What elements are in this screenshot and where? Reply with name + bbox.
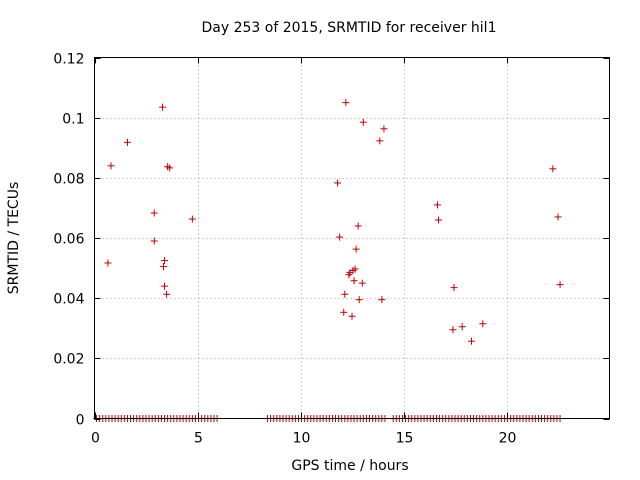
y-tick-label: 0.1 bbox=[62, 112, 84, 128]
y-tick-label: 0.02 bbox=[53, 352, 84, 368]
data-point bbox=[556, 281, 564, 289]
data-point bbox=[166, 164, 174, 172]
y-tick-label: 0.06 bbox=[53, 232, 84, 248]
data-point bbox=[350, 277, 358, 285]
data-point bbox=[161, 282, 169, 290]
data-point bbox=[107, 162, 115, 170]
data-point bbox=[378, 296, 386, 304]
data-point bbox=[450, 284, 458, 292]
x-tick-label: 5 bbox=[194, 431, 203, 447]
data-point bbox=[334, 179, 342, 187]
data-point bbox=[467, 337, 475, 345]
data-point bbox=[340, 308, 348, 316]
y-tick-label: 0.12 bbox=[53, 52, 84, 68]
ticks bbox=[94, 57, 610, 420]
data-point bbox=[380, 125, 388, 133]
data-point bbox=[355, 296, 363, 304]
data-point bbox=[352, 245, 360, 253]
data-point bbox=[160, 263, 168, 271]
data-point bbox=[342, 99, 350, 107]
data-point bbox=[161, 257, 169, 265]
data-point bbox=[435, 216, 443, 224]
data-point bbox=[150, 209, 158, 217]
data-point bbox=[351, 265, 359, 273]
y-axis-label: SRMTID / TECUs bbox=[6, 182, 22, 295]
data-point bbox=[348, 312, 356, 320]
data-point bbox=[188, 215, 196, 223]
chart-title: Day 253 of 2015, SRMTID for receiver hil… bbox=[202, 20, 497, 36]
data-point bbox=[336, 233, 344, 241]
data-point bbox=[341, 290, 349, 298]
data-point bbox=[150, 237, 158, 245]
y-tick-label: 0.04 bbox=[53, 292, 84, 308]
y-tick-label: 0.08 bbox=[53, 172, 84, 188]
tick-labels: 0 5 10 15 20 0 0.02 0.04 0.06 0.08 0.1 0.12 bbox=[53, 52, 516, 447]
data-point bbox=[554, 213, 562, 221]
data-point bbox=[549, 165, 557, 173]
plot-frame bbox=[94, 57, 610, 419]
x-tick-label: 0 bbox=[91, 431, 100, 447]
x-tick-label: 20 bbox=[499, 431, 517, 447]
data-point bbox=[354, 222, 362, 230]
data-point bbox=[458, 323, 466, 331]
data-marks bbox=[93, 99, 564, 422]
data-point bbox=[163, 290, 171, 298]
data-point bbox=[376, 137, 384, 145]
data-point bbox=[123, 138, 131, 146]
data-point bbox=[158, 103, 166, 111]
data-point bbox=[358, 279, 366, 287]
grid bbox=[94, 57, 610, 419]
x-tick-label: 10 bbox=[293, 431, 311, 447]
y-tick-label: 0 bbox=[76, 413, 85, 429]
x-tick-label: 15 bbox=[396, 431, 414, 447]
data-point bbox=[433, 201, 441, 209]
data-point bbox=[449, 326, 457, 334]
data-point bbox=[359, 118, 367, 126]
data-point bbox=[104, 259, 112, 267]
x-axis-label: GPS time / hours bbox=[291, 458, 408, 474]
data-point bbox=[479, 320, 487, 328]
